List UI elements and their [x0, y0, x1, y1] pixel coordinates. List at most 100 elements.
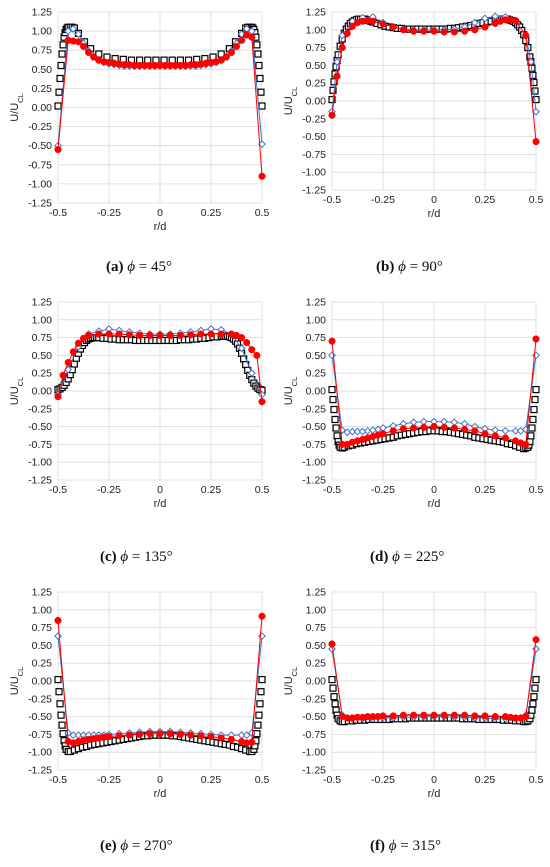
y-tick-label: 1.25 [32, 7, 53, 19]
data-point [410, 711, 418, 719]
y-tick-label: 0.25 [32, 83, 53, 95]
data-point [481, 712, 489, 720]
y-tick-label: -1.00 [28, 747, 52, 759]
data-point [125, 331, 133, 339]
y-tick-label: 0.75 [306, 332, 327, 344]
y-tick-label: -1.25 [28, 475, 52, 487]
y-tick-label: 0.75 [32, 622, 53, 634]
data-point [330, 693, 338, 701]
data-point [256, 74, 264, 83]
caption-angle: 135° [144, 549, 173, 565]
data-point [232, 42, 241, 50]
x-tick-label: -0.25 [371, 194, 395, 206]
data-point [74, 38, 82, 46]
y-tick-label: -0.25 [302, 113, 326, 125]
data-point [450, 424, 458, 432]
data-point [333, 57, 342, 66]
data-point [379, 430, 387, 438]
y-axis-label-subscript: CL [16, 377, 25, 387]
data-point [54, 145, 62, 154]
data-point [328, 640, 336, 648]
data-point [348, 427, 357, 436]
data-point [254, 721, 262, 729]
y-axis-label-subscript: CL [290, 87, 299, 97]
data-point [255, 61, 263, 70]
data-point [248, 33, 256, 41]
data-point [532, 95, 540, 104]
data-point [399, 711, 407, 719]
y-tick-label: 0.25 [306, 78, 327, 90]
x-tick-label: 0.25 [475, 484, 496, 496]
data-point [450, 711, 458, 719]
data-point [227, 735, 235, 743]
data-point [238, 334, 246, 342]
data-point [527, 432, 535, 440]
data-point [530, 78, 538, 87]
caption-c: (c) ϕ = 135° [100, 549, 173, 565]
x-tick-label: -0.25 [371, 774, 395, 786]
data-point [491, 12, 500, 21]
data-point [353, 427, 362, 436]
y-tick-label: 0.50 [306, 640, 327, 652]
phi-symbol: ϕ [120, 549, 129, 565]
data-point [461, 711, 469, 719]
data-point [532, 645, 540, 653]
data-point [258, 632, 266, 641]
data-point [399, 425, 407, 433]
data-point [328, 95, 336, 104]
data-point [481, 14, 489, 23]
y-tick-label: 0.25 [32, 658, 53, 670]
y-tick-label: -0.25 [302, 693, 326, 705]
x-axis-label: r/d [428, 498, 441, 510]
data-point [532, 636, 540, 644]
data-point [328, 675, 336, 684]
data-point [136, 331, 144, 340]
y-tick-label: 0.00 [32, 102, 53, 114]
y-tick-label: -1.00 [302, 457, 326, 469]
data-point [328, 645, 336, 653]
data-point [258, 172, 266, 180]
data-point [69, 24, 78, 33]
data-point [331, 700, 339, 708]
y-tick-label: -1.25 [302, 475, 326, 487]
y-tick-label: -0.25 [28, 121, 52, 133]
y-tick-label: 1.00 [32, 26, 53, 38]
data-point [176, 730, 184, 738]
x-tick-label: -0.25 [97, 207, 121, 219]
series-circle [54, 330, 266, 406]
y-tick-label: -0.75 [28, 729, 52, 741]
x-axis-label: r/d [154, 788, 167, 800]
data-point [530, 405, 538, 414]
data-point [115, 330, 123, 338]
y-tick-label: -1.25 [302, 185, 326, 197]
data-point [471, 26, 479, 34]
data-point [328, 385, 336, 394]
x-tick-label: -0.25 [371, 484, 395, 496]
y-tick-label: -0.50 [302, 711, 326, 723]
y-tick-label: 1.25 [32, 297, 53, 309]
x-axis-label: r/d [428, 208, 441, 220]
data-point [410, 424, 418, 432]
series-circle [328, 16, 540, 146]
data-point [258, 675, 266, 684]
data-point [532, 335, 540, 343]
data-point [461, 27, 469, 35]
y-tick-label: -1.00 [302, 747, 326, 759]
data-point [328, 351, 336, 360]
data-point [95, 330, 103, 338]
data-point [58, 721, 66, 729]
data-point [69, 731, 78, 740]
data-point [257, 88, 265, 96]
data-point [329, 86, 337, 94]
chart-panel-e: 1.251.000.750.500.250.00-0.25-0.50-0.75-… [9, 587, 269, 801]
caption-angle: 315° [412, 838, 441, 854]
caption-tag: (d) [370, 549, 389, 565]
x-tick-label: 0.5 [255, 774, 270, 786]
data-point [255, 711, 263, 719]
data-point [54, 102, 62, 110]
data-point [338, 44, 346, 52]
x-tick-label: 0.25 [201, 774, 222, 786]
caption-tag: (c) [100, 549, 117, 565]
y-tick-label: 0.75 [32, 45, 53, 57]
x-tick-label: 0 [431, 194, 437, 206]
